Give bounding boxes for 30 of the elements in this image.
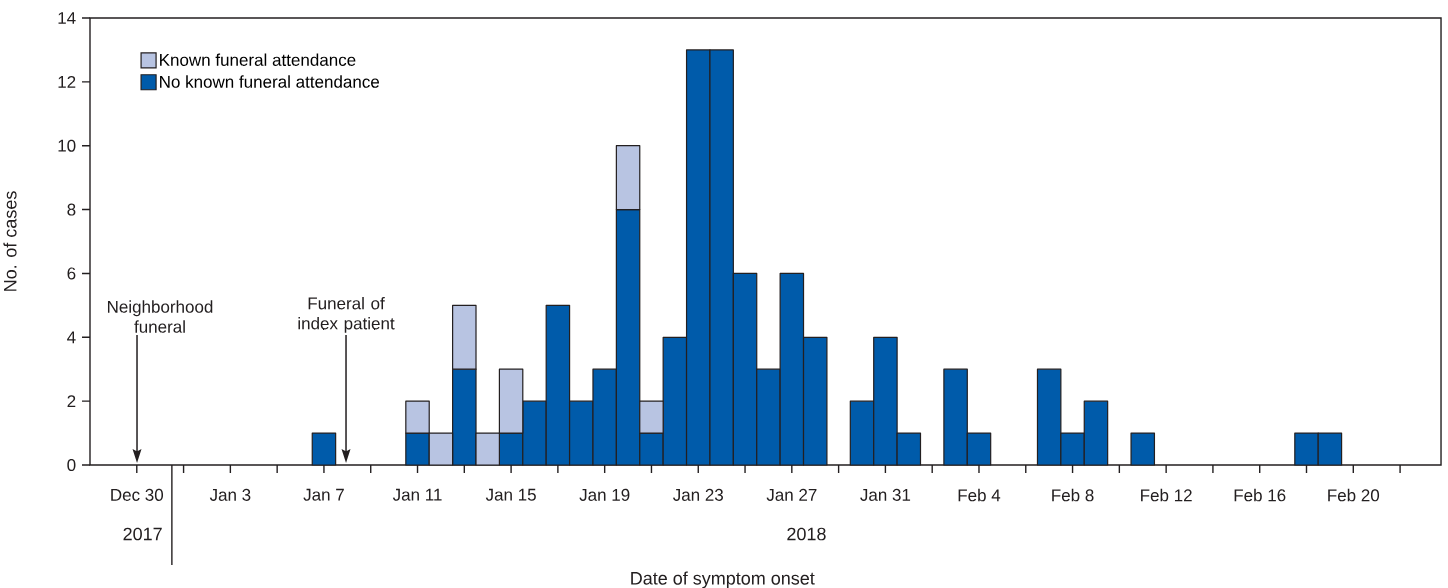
x-tick-label: Jan 27 [766, 488, 817, 501]
y-tick-label: 0 [67, 458, 76, 472]
y-tick-label: 6 [67, 267, 76, 280]
x-tick-label: Jan 15 [485, 488, 536, 501]
legend-label: Known funeral attendance [160, 53, 356, 66]
x-tick-label: Feb 20 [1328, 488, 1380, 502]
x-tick-label: Feb 16 [1234, 488, 1286, 502]
annotation: Neighborhood funeral [107, 300, 213, 333]
text: 2018 [787, 527, 826, 541]
y-tick-label: 4 [67, 331, 76, 344]
x-tick-label: Jan 31 [860, 488, 911, 501]
x-tick-label: Feb 4 [958, 488, 1001, 502]
x-tick-label: Jan 23 [673, 488, 723, 501]
y-axis-title: No. of cases [3, 191, 17, 291]
y-tick-label: 8 [67, 203, 76, 216]
y-tick-label: 14 [58, 12, 76, 24]
x-tick-label: Dec 30 [111, 488, 164, 501]
x-tick-label: Jan 3 [209, 488, 251, 501]
x-axis-title: Date of symptom onset [631, 571, 815, 588]
x-tick-label: Jan 7 [303, 488, 344, 501]
x-tick-label: Jan 11 [392, 488, 442, 501]
x-tick-label: Feb 12 [1141, 488, 1192, 502]
x-tick-label: Feb 8 [1052, 488, 1094, 502]
y-tick-label: 10 [58, 139, 76, 152]
y-tick-label: 2 [67, 395, 76, 408]
y-tick-label: 12 [58, 75, 76, 88]
legend-label: No known funeral attendance [160, 75, 380, 88]
annotation: Funeral of index patient [298, 296, 395, 333]
x-tick-label: Jan 19 [579, 488, 630, 501]
text: 2017 [123, 527, 162, 541]
